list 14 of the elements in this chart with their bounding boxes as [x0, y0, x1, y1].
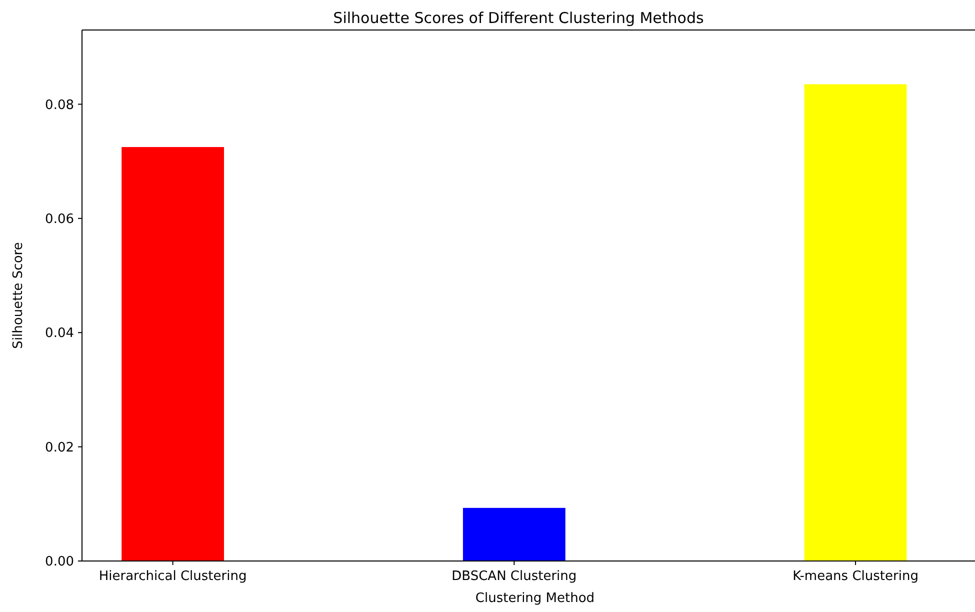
y-tick-label: 0.06 — [45, 212, 74, 227]
y-tick-label: 0.00 — [45, 554, 74, 570]
bar — [804, 84, 907, 561]
y-tick-label: 0.04 — [45, 326, 74, 342]
chart-title: Silhouette Scores of Different Clustering Methods — [333, 9, 704, 27]
x-axis-title: Clustering Method — [475, 591, 595, 606]
x-tick-label: Hierarchical Clustering — [98, 569, 247, 584]
x-tick-label: K-means Clustering — [792, 569, 918, 584]
bar — [462, 508, 566, 561]
bar — [122, 147, 224, 561]
y-tick-label: 0.02 — [45, 440, 74, 456]
x-tick-label: DBSCAN Clustering — [452, 569, 577, 584]
y-axis-title: Silhouette Score — [11, 242, 26, 349]
y-tick-label: 0.08 — [45, 98, 74, 113]
